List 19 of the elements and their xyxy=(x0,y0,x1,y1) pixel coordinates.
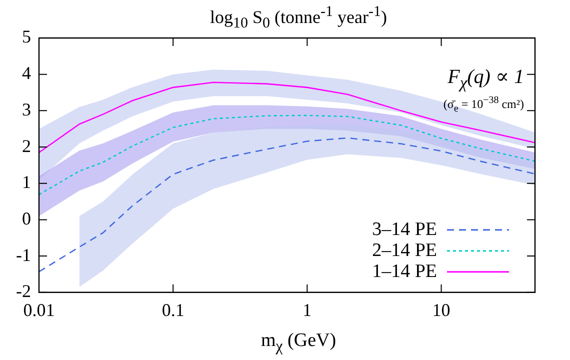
legend-label: 3–14 PE xyxy=(372,218,437,240)
x-axis-title: m$_{χ}$ (GeV) xyxy=(260,330,338,356)
chart-title: log$_{10}$ S$_{0}$ (tonne$^{-1}$ year$^{-1}$) xyxy=(210,4,387,32)
y-tick-label: 0 xyxy=(22,208,31,228)
legend-label: 2–14 PE xyxy=(372,240,437,261)
y-tick-label: -1 xyxy=(16,244,31,265)
y-tick-label: 1 xyxy=(22,172,31,192)
x-tick-label: 10 xyxy=(432,300,450,320)
y-tick-label: 2 xyxy=(22,136,31,156)
y-tick-label: 5 xyxy=(22,26,31,47)
x-tick-label: 1 xyxy=(302,300,312,320)
x-tick-label: 0.01 xyxy=(23,300,55,320)
y-tick-label: -2 xyxy=(16,281,31,302)
legend-label: 1–14 PE xyxy=(372,260,437,282)
annotation: (σ̄$_{e}$ = 10$^{−38}$ cm²) xyxy=(443,95,524,114)
y-tick-label: 3 xyxy=(22,99,31,120)
y-tick-label: 4 xyxy=(22,63,31,84)
annotation: F$_{χ}$(q) ∝ 1 xyxy=(448,65,524,93)
x-tick-label: 0.1 xyxy=(162,300,184,320)
